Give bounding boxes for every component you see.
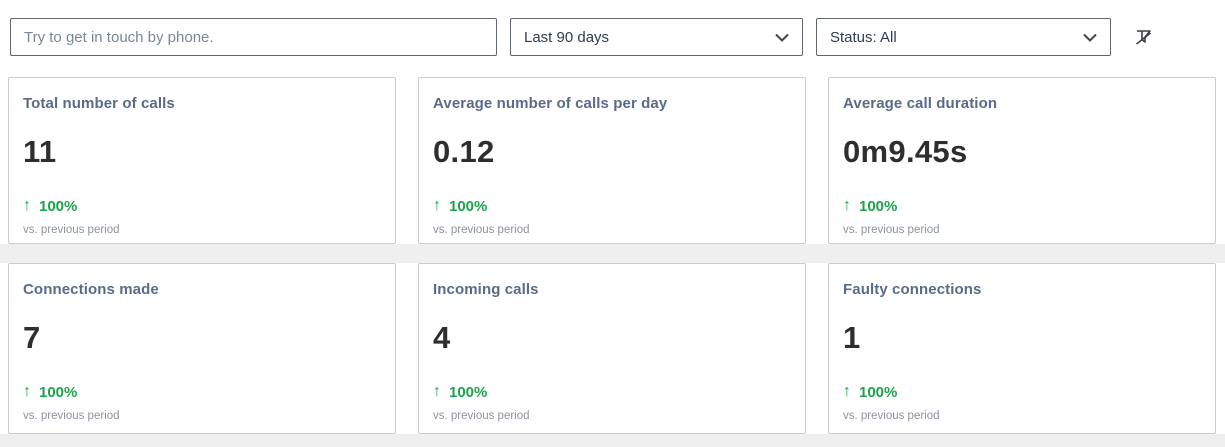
stat-note: vs. previous period <box>433 224 530 236</box>
stat-value: 0.12 <box>433 134 495 169</box>
stats-row-1: Total number of calls 11 ↑ 100% vs. prev… <box>0 77 1225 244</box>
stat-card-avg-calls-per-day: Average number of calls per day 0.12 ↑ 1… <box>418 77 806 244</box>
trend-up-icon: ↑ <box>843 383 851 400</box>
stat-value: 4 <box>433 320 451 355</box>
stat-title: Total number of calls <box>23 95 175 112</box>
trend-up-icon: ↑ <box>23 383 31 400</box>
stat-note: vs. previous period <box>843 410 940 422</box>
trend-percent: 100% <box>449 383 488 401</box>
date-range-select[interactable]: Last 90 days <box>510 18 803 56</box>
stat-value: 11 <box>23 134 57 169</box>
stat-trend: ↑ 100% <box>23 383 379 401</box>
chevron-down-icon <box>775 33 789 42</box>
trend-up-icon: ↑ <box>433 383 441 400</box>
stat-trend: ↑ 100% <box>843 383 1199 401</box>
trend-percent: 100% <box>859 197 898 215</box>
stat-card-avg-call-duration: Average call duration 0m9.45s ↑ 100% vs.… <box>828 77 1216 244</box>
stat-note: vs. previous period <box>843 224 940 236</box>
status-select[interactable]: Status: All <box>816 18 1111 56</box>
date-range-value: Last 90 days <box>524 28 610 46</box>
filter-bar: Last 90 days Status: All <box>0 18 1225 56</box>
trend-percent: 100% <box>39 383 78 401</box>
search-input[interactable] <box>10 18 497 56</box>
stats-panel-top: Last 90 days Status: All Total number of… <box>0 0 1225 244</box>
stat-trend: ↑ 100% <box>433 383 789 401</box>
stat-title: Faulty connections <box>843 281 982 298</box>
stat-trend: ↑ 100% <box>23 197 379 215</box>
clear-filters-button[interactable] <box>1131 24 1157 50</box>
stats-row-2: Connections made 7 ↑ 100% vs. previous p… <box>0 263 1225 434</box>
chevron-down-icon <box>1083 33 1097 42</box>
stat-note: vs. previous period <box>433 410 530 422</box>
stat-card-incoming-calls: Incoming calls 4 ↑ 100% vs. previous per… <box>418 263 806 434</box>
status-value: Status: All <box>830 28 897 46</box>
stat-card-faulty-connections: Faulty connections 1 ↑ 100% vs. previous… <box>828 263 1216 434</box>
stat-note: vs. previous period <box>23 224 120 236</box>
row-gap <box>0 244 1225 263</box>
stat-title: Incoming calls <box>433 281 539 298</box>
stat-title: Average number of calls per day <box>433 95 668 112</box>
trend-up-icon: ↑ <box>23 197 31 214</box>
stat-trend: ↑ 100% <box>843 197 1199 215</box>
stat-title: Connections made <box>23 281 159 298</box>
filter-off-icon <box>1136 30 1151 45</box>
stats-panel-bottom: Connections made 7 ↑ 100% vs. previous p… <box>0 263 1225 434</box>
stat-title: Average call duration <box>843 95 998 112</box>
stat-value: 1 <box>843 320 861 355</box>
trend-percent: 100% <box>859 383 898 401</box>
stat-value: 7 <box>23 320 41 355</box>
stat-card-total-calls: Total number of calls 11 ↑ 100% vs. prev… <box>8 77 396 244</box>
trend-percent: 100% <box>39 197 78 215</box>
stat-note: vs. previous period <box>23 410 120 422</box>
trend-up-icon: ↑ <box>843 197 851 214</box>
stat-card-connections-made: Connections made 7 ↑ 100% vs. previous p… <box>8 263 396 434</box>
trend-up-icon: ↑ <box>433 197 441 214</box>
stat-trend: ↑ 100% <box>433 197 789 215</box>
stat-value: 0m9.45s <box>843 134 968 169</box>
trend-percent: 100% <box>449 197 488 215</box>
